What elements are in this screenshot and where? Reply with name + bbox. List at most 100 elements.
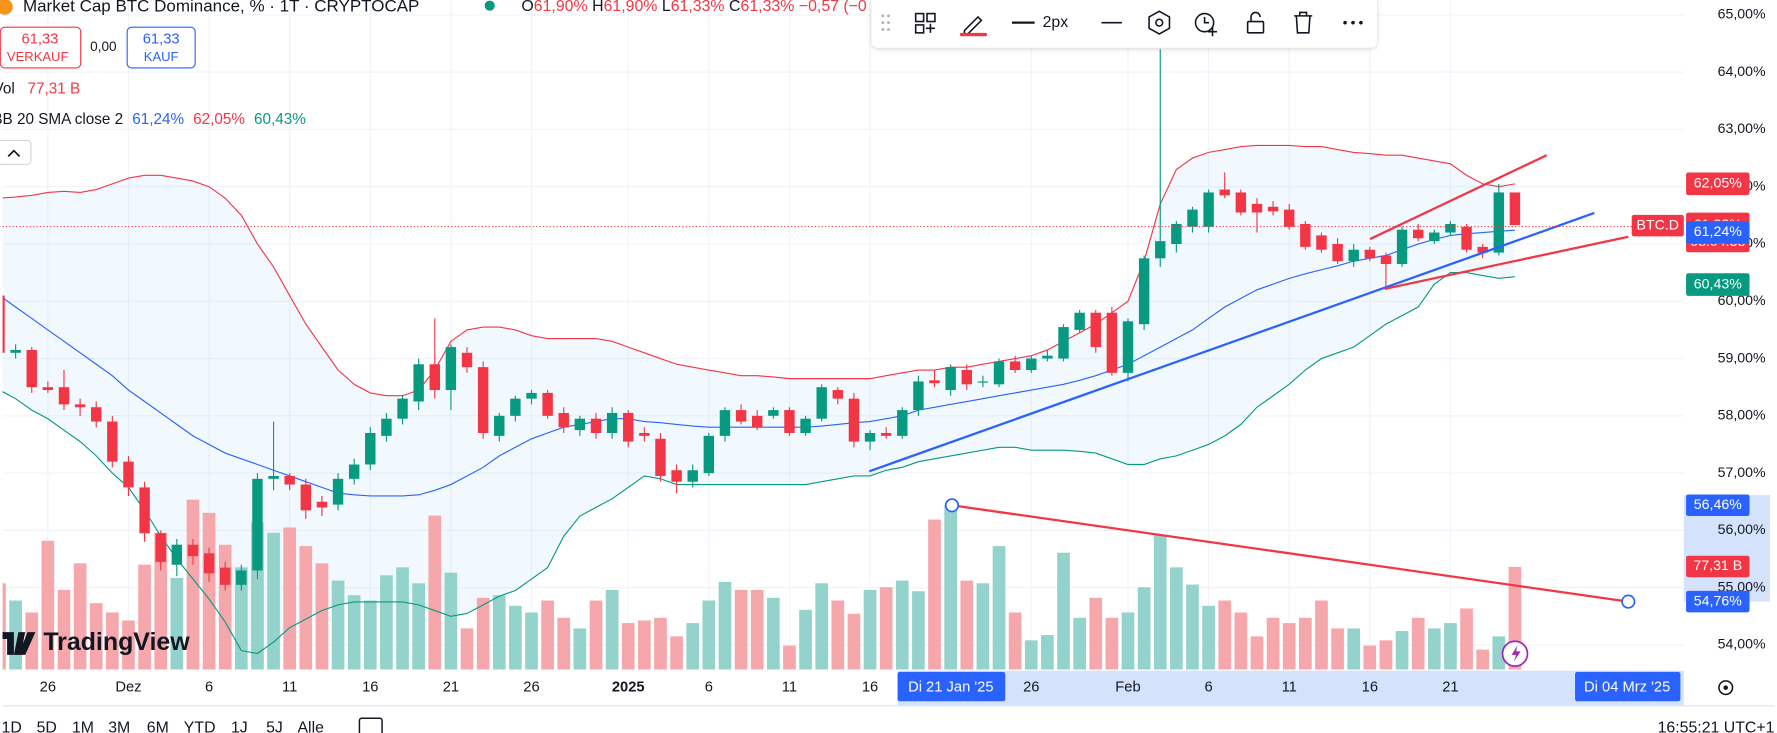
volume-bar <box>1444 623 1457 670</box>
more-button[interactable] <box>1343 20 1363 25</box>
chart-title: Market Cap BTC Dominance, % · 1T · CRYPT… <box>23 0 419 15</box>
candle-body <box>655 438 666 476</box>
volume-tag: 77,31 B <box>1693 558 1742 574</box>
spread: 0,00 <box>90 39 117 54</box>
volume-tag-box <box>1686 555 1750 578</box>
clock: 16:55:21 UTC+1 <box>1658 720 1775 733</box>
candle-body <box>1187 209 1198 227</box>
volume-bar <box>1170 567 1183 670</box>
candle-body <box>1106 312 1118 373</box>
volume-bar <box>25 612 39 670</box>
volume-bar <box>1057 552 1070 670</box>
logo-text: TradingView <box>43 628 190 656</box>
line-handle[interactable] <box>1621 594 1636 609</box>
volume-bar <box>557 617 571 670</box>
drawing-y-tag-box <box>1686 590 1750 613</box>
y-tick-label: 63,00% <box>1718 121 1766 137</box>
candle-body <box>10 349 21 353</box>
line-width[interactable]: 2px <box>1043 14 1069 31</box>
time-axis-labels: 26 Dez 6 11 16 21 26 2025 6 11 16 26 Feb 6 11 16 21 <box>40 680 1459 696</box>
volume-bar <box>863 589 877 670</box>
buy-button[interactable] <box>126 26 196 69</box>
range-button[interactable]: 5J <box>266 720 283 733</box>
symbol-tag: BTC.D <box>1637 217 1679 233</box>
candle-body <box>1316 235 1327 250</box>
volume-bar <box>638 620 651 670</box>
candle-body <box>1042 355 1053 359</box>
volume-bar <box>895 580 909 670</box>
band-area <box>2 145 1515 654</box>
range-button[interactable]: Alle <box>297 720 324 733</box>
candle-body <box>1090 312 1101 348</box>
candle-body <box>913 381 924 411</box>
range-button[interactable]: 1J <box>231 720 248 733</box>
range-button[interactable]: 3M <box>108 720 130 733</box>
upper-band-tag-box <box>1686 172 1750 196</box>
x-tick-label: 16 <box>1362 680 1378 696</box>
candle-body <box>1138 258 1150 325</box>
volume-bar <box>1008 612 1022 670</box>
candle-body <box>671 470 682 482</box>
candle-body <box>897 410 908 436</box>
candle-body <box>1235 192 1247 213</box>
upper-band-tag: 62,05% <box>1694 176 1742 192</box>
sell-button[interactable] <box>0 26 82 69</box>
candle-body <box>268 475 279 479</box>
candle-body <box>1219 189 1230 196</box>
candle-body <box>1364 249 1376 259</box>
range-button[interactable]: 6M <box>147 720 169 733</box>
volume-bar <box>89 603 103 670</box>
trend-line[interactable] <box>868 211 1595 473</box>
volume-bar <box>766 597 780 670</box>
line-handle[interactable] <box>944 498 960 513</box>
volume-bar <box>122 620 135 670</box>
ohlc-key: C <box>729 0 740 15</box>
band-fill <box>2 145 1515 654</box>
candle-body <box>510 398 521 416</box>
coin-icon <box>0 0 13 15</box>
volume-bar <box>702 600 716 670</box>
candle-body <box>461 352 473 368</box>
range-button[interactable]: 1D <box>1 720 21 733</box>
candle-body <box>1332 243 1343 262</box>
candle-body <box>1251 203 1263 213</box>
selected-trend-line[interactable] <box>951 504 1629 603</box>
volume-bar <box>1395 631 1409 670</box>
ohlc-value: 61,33% <box>741 0 795 15</box>
volume-bar <box>1089 597 1103 670</box>
volume-bar <box>41 540 55 670</box>
candle-body <box>1461 226 1472 250</box>
volume-bar <box>1492 636 1506 670</box>
volume-bar <box>654 617 667 670</box>
volume-bar <box>686 623 700 670</box>
volume-bar <box>57 589 71 670</box>
time-selection <box>897 670 1684 706</box>
candle-body <box>219 567 231 585</box>
volume-bar <box>347 595 361 670</box>
volume-bar <box>783 645 796 670</box>
candles <box>2 49 1521 591</box>
band-line <box>2 272 1515 655</box>
volume-bar <box>944 504 958 670</box>
header: Market Cap BTC Dominance, % · 1T · CRYPT… <box>0 0 867 165</box>
range-button[interactable]: YTD <box>184 720 216 733</box>
calendar-icon[interactable] <box>358 717 383 733</box>
candle-body <box>735 410 747 422</box>
settings-icon[interactable] <box>1718 680 1734 696</box>
range-button[interactable]: 1M <box>72 720 94 733</box>
volume-bar <box>428 515 442 670</box>
x-tick-label: 21 <box>1442 680 1458 696</box>
lower-band-tag-box <box>1686 273 1750 296</box>
range-button[interactable]: 5D <box>37 720 57 733</box>
x-tick-label: 21 <box>443 680 459 696</box>
sell-price: 61,33 <box>22 32 59 48</box>
range-bar: 1D 5D 1M 3M 6M YTD 1J 5J Alle <box>1 720 324 733</box>
volume-bar <box>1363 645 1377 670</box>
candle-body <box>768 410 779 416</box>
trend-line[interactable] <box>1384 235 1629 291</box>
volume-bar <box>879 587 893 670</box>
x-tick-label: 11 <box>282 680 297 696</box>
candle-body <box>606 412 618 434</box>
trend-line[interactable] <box>1369 154 1548 241</box>
